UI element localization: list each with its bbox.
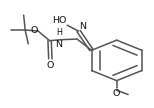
Text: HO: HO — [52, 16, 67, 25]
Text: H: H — [56, 28, 62, 37]
Text: O: O — [47, 61, 54, 70]
Text: N: N — [55, 40, 62, 49]
Text: N: N — [79, 21, 86, 31]
Text: O: O — [113, 89, 120, 98]
Text: O: O — [30, 26, 38, 35]
